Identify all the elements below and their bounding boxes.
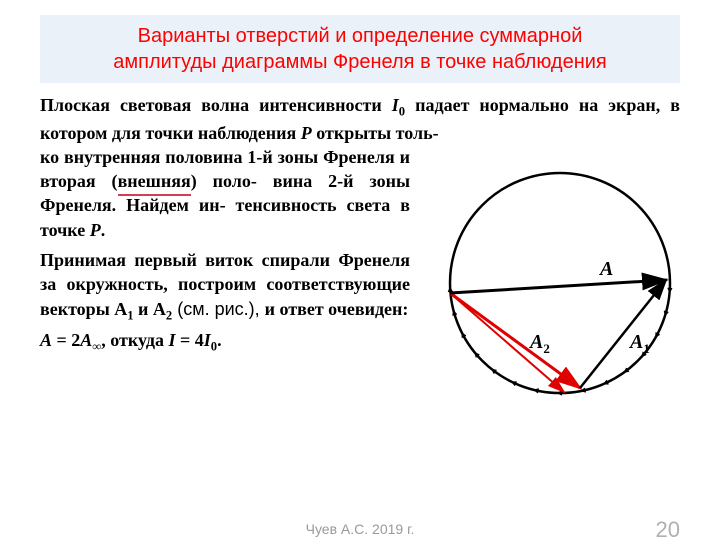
header-line2: амплитуды диаграммы Френеля в точке набл… [113,51,607,73]
para3-narrow: Принимая первый виток спирали Френеля за… [40,248,410,324]
underlined-word: внешняя [118,169,191,193]
t: . [217,330,222,350]
sym-P: P [90,220,101,240]
fresnel-diagram: A A1 A2 [430,153,690,413]
sym-P: P [301,123,312,143]
para4-result: A = 2A∞, откуда I = 4I0. [40,328,410,356]
slide-header: Варианты отверстий и определение суммарн… [40,15,680,83]
t: , откуда [101,330,168,350]
svg-text:A2: A2 [528,331,550,356]
page-number: 20 [656,517,680,543]
sub-inf: ∞ [92,340,101,354]
t: Плоская световая волна интенсивности [40,95,392,115]
t: открыты толь- [312,123,439,143]
t: = 2 [52,330,80,350]
t: = 4 [176,330,204,350]
sym-I: I [392,95,399,115]
svg-text:A1: A1 [628,331,650,356]
body: Плоская световая волна интенсивности I0 … [40,93,680,356]
sym-A: A [40,330,52,350]
svg-text:A: A [598,258,613,280]
sym-I: I [204,330,211,350]
footer-author: Чуев А.С. 2019 г. [0,521,720,537]
sym-A: A [153,299,166,319]
header-line1: Варианты отверстий и определение суммарн… [138,25,583,47]
para2-narrow: ко внутренняя половина 1-й зоны Френеля … [40,145,410,242]
sym-A: A [114,299,127,319]
t: и [134,299,153,319]
parenthetical: (см. рис.), [172,299,264,319]
t: и ответ очевиден: [265,299,409,319]
t: . [101,220,106,240]
sym-I: I [168,330,175,350]
sym-A: A [80,330,92,350]
para1-wide: Плоская световая волна интенсивности I0 … [40,93,680,145]
